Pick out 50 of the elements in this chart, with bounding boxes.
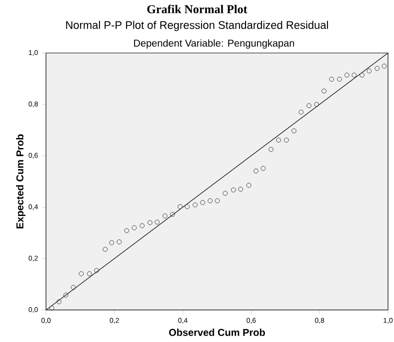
point	[374, 66, 380, 71]
point	[329, 76, 334, 82]
point	[222, 190, 228, 196]
point	[132, 225, 137, 230]
point	[366, 68, 372, 74]
point	[298, 110, 304, 115]
point	[314, 102, 319, 107]
point	[352, 72, 357, 78]
point	[246, 182, 252, 188]
point	[260, 166, 266, 171]
point	[184, 204, 190, 210]
point	[148, 220, 152, 226]
point	[382, 64, 387, 69]
point	[292, 128, 296, 134]
text: Dependent Variable: Pengungkapan	[134, 39, 294, 49]
point	[86, 271, 92, 276]
point	[140, 223, 145, 228]
point	[284, 138, 289, 143]
point	[70, 284, 76, 290]
point	[162, 213, 168, 218]
y-axis-title: Expected Cum Prob	[16, 134, 26, 228]
point	[49, 306, 54, 311]
point	[102, 246, 108, 252]
point	[268, 146, 274, 152]
point	[200, 200, 206, 206]
chart-title: Grafik Normal Plot	[147, 4, 248, 14]
point	[78, 271, 84, 276]
point	[230, 188, 236, 192]
point	[192, 202, 198, 208]
point	[124, 228, 130, 234]
point	[276, 138, 282, 143]
point	[109, 240, 114, 246]
point	[56, 299, 62, 304]
point	[306, 103, 312, 108]
point	[336, 76, 342, 82]
point	[322, 88, 326, 94]
point	[254, 168, 258, 174]
point	[154, 220, 160, 225]
chart-subtitle: Normal P-P Plot of Regression Standardized Residual	[66, 20, 328, 32]
point	[94, 268, 100, 273]
point	[178, 204, 183, 210]
point	[344, 72, 350, 78]
point	[170, 212, 175, 217]
point	[214, 198, 220, 204]
point	[208, 198, 213, 204]
x-axis-title: Observed Cum Prob	[169, 328, 265, 336]
point	[238, 186, 244, 192]
point	[116, 239, 122, 244]
point	[360, 72, 364, 78]
point	[63, 292, 68, 298]
